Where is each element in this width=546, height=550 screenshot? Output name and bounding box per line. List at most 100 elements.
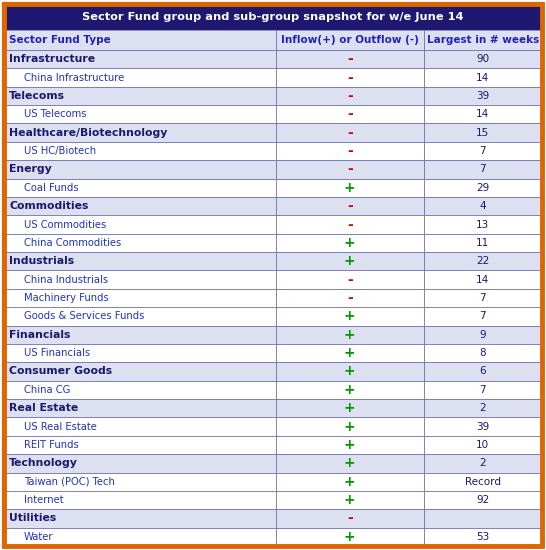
Text: 7: 7: [479, 164, 486, 174]
Bar: [276, 50, 424, 68]
Bar: [4, 399, 276, 417]
Bar: [4, 105, 276, 124]
Text: 7: 7: [479, 385, 486, 395]
Text: +: +: [344, 254, 355, 268]
Text: +: +: [344, 309, 355, 323]
Text: Utilities: Utilities: [9, 514, 56, 524]
Bar: [276, 87, 424, 105]
Bar: [276, 472, 424, 491]
Bar: [276, 216, 424, 234]
Text: Sector Fund Type: Sector Fund Type: [9, 35, 111, 45]
Text: Coal Funds: Coal Funds: [24, 183, 79, 193]
Text: -: -: [347, 89, 353, 103]
Text: Telecoms: Telecoms: [9, 91, 65, 101]
Text: +: +: [344, 493, 355, 507]
Text: +: +: [344, 530, 355, 544]
Text: -: -: [347, 512, 353, 525]
Text: 7: 7: [479, 293, 486, 303]
Text: China CG: China CG: [24, 385, 70, 395]
Text: Taiwan (POC) Tech: Taiwan (POC) Tech: [24, 477, 115, 487]
Text: Energy: Energy: [9, 164, 52, 174]
Text: -: -: [347, 144, 353, 158]
Bar: [424, 234, 542, 252]
Text: 15: 15: [476, 128, 489, 138]
Bar: [276, 142, 424, 160]
Bar: [276, 179, 424, 197]
Text: 9: 9: [479, 330, 486, 340]
Bar: [276, 68, 424, 87]
Bar: [424, 197, 542, 216]
Text: -: -: [347, 217, 353, 232]
Bar: [276, 252, 424, 271]
Bar: [424, 436, 542, 454]
Bar: [424, 362, 542, 381]
Text: 39: 39: [476, 91, 489, 101]
Text: Healthcare/Biotechnology: Healthcare/Biotechnology: [9, 128, 168, 138]
Bar: [276, 527, 424, 546]
Text: Inflow(+) or Outflow (-): Inflow(+) or Outflow (-): [281, 35, 419, 45]
Text: Record: Record: [465, 477, 501, 487]
Bar: [424, 252, 542, 271]
Text: +: +: [344, 438, 355, 452]
Bar: [424, 216, 542, 234]
Bar: [4, 344, 276, 362]
Bar: [4, 234, 276, 252]
Text: REIT Funds: REIT Funds: [24, 440, 79, 450]
Text: Machinery Funds: Machinery Funds: [24, 293, 109, 303]
Text: 14: 14: [476, 274, 489, 285]
Bar: [4, 124, 276, 142]
Bar: [276, 124, 424, 142]
Text: Goods & Services Funds: Goods & Services Funds: [24, 311, 144, 321]
Bar: [424, 454, 542, 472]
Bar: [4, 30, 276, 50]
Bar: [4, 87, 276, 105]
Text: +: +: [344, 401, 355, 415]
Text: +: +: [344, 328, 355, 342]
Text: Financials: Financials: [9, 330, 70, 340]
Bar: [424, 30, 542, 50]
Text: +: +: [344, 475, 355, 489]
Text: Infrastructure: Infrastructure: [9, 54, 95, 64]
Bar: [424, 160, 542, 179]
Text: 90: 90: [476, 54, 489, 64]
Bar: [276, 307, 424, 326]
Text: 39: 39: [476, 422, 489, 432]
Bar: [424, 271, 542, 289]
Bar: [276, 381, 424, 399]
Bar: [4, 271, 276, 289]
Bar: [424, 527, 542, 546]
Bar: [424, 124, 542, 142]
Text: Consumer Goods: Consumer Goods: [9, 366, 112, 377]
Bar: [4, 509, 276, 527]
Bar: [276, 326, 424, 344]
Bar: [424, 399, 542, 417]
Bar: [424, 417, 542, 436]
Bar: [276, 197, 424, 216]
Text: Technology: Technology: [9, 458, 78, 469]
Bar: [424, 105, 542, 124]
Text: 2: 2: [479, 403, 486, 413]
Bar: [424, 381, 542, 399]
Text: +: +: [344, 383, 355, 397]
Text: 4: 4: [479, 201, 486, 211]
Bar: [276, 160, 424, 179]
Text: -: -: [347, 199, 353, 213]
Bar: [424, 491, 542, 509]
Text: US Real Estate: US Real Estate: [24, 422, 97, 432]
Text: 7: 7: [479, 146, 486, 156]
Text: US Telecoms: US Telecoms: [24, 109, 86, 119]
Bar: [4, 252, 276, 271]
Text: 8: 8: [479, 348, 486, 358]
Text: Real Estate: Real Estate: [9, 403, 78, 413]
Text: -: -: [347, 273, 353, 287]
Text: US Commodities: US Commodities: [24, 219, 106, 229]
Bar: [424, 179, 542, 197]
Text: -: -: [347, 52, 353, 66]
Text: US HC/Biotech: US HC/Biotech: [24, 146, 96, 156]
Text: Internet: Internet: [24, 495, 64, 505]
Bar: [4, 436, 276, 454]
Text: 14: 14: [476, 73, 489, 82]
Bar: [424, 509, 542, 527]
Bar: [424, 87, 542, 105]
Text: Commodities: Commodities: [9, 201, 88, 211]
